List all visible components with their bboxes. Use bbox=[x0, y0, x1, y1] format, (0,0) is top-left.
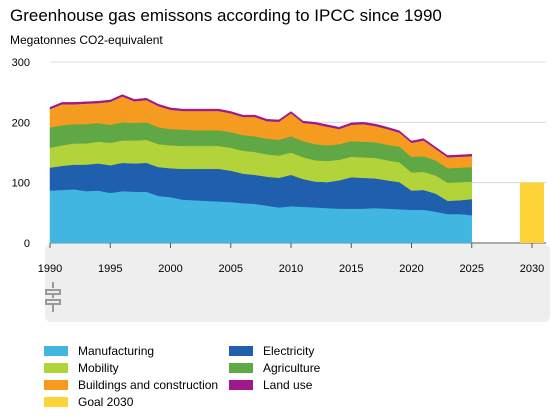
legend-item: Electricity bbox=[229, 344, 314, 358]
x-tick-label: 2025 bbox=[460, 263, 484, 275]
chart-footer-band bbox=[45, 244, 550, 322]
chart-title: Greenhouse gas emissons according to IPC… bbox=[10, 6, 442, 25]
x-tick-label: 2015 bbox=[339, 263, 363, 275]
x-tick-label: 1990 bbox=[38, 263, 62, 275]
y-tick-label: 200 bbox=[12, 117, 30, 129]
legend-label: Electricity bbox=[263, 344, 315, 358]
goal-2030-bar bbox=[520, 182, 544, 243]
legend-swatch bbox=[44, 346, 68, 356]
cbs-logo bbox=[45, 282, 61, 312]
y-tick-label: 0 bbox=[24, 238, 30, 250]
legend-label: Buildings and construction bbox=[78, 378, 219, 392]
y-tick-label: 100 bbox=[12, 178, 30, 190]
x-tick-label: 1995 bbox=[98, 263, 122, 275]
legend-swatch bbox=[44, 380, 68, 390]
legend-swatch bbox=[229, 346, 253, 356]
legend-swatch bbox=[229, 380, 253, 390]
legend-item: Manufacturing bbox=[44, 344, 154, 358]
legend-label: Goal 2030 bbox=[78, 395, 134, 409]
area-land-use bbox=[49, 94, 473, 158]
legend-label: Mobility bbox=[78, 361, 119, 375]
legend-label: Agriculture bbox=[263, 361, 321, 375]
legend-item: Agriculture bbox=[229, 361, 320, 375]
legend-swatch bbox=[44, 363, 68, 373]
stacked-area-chart: 0 100 200 300 1990 1995 2000 2005 2010 2015 2020 20… bbox=[12, 57, 550, 322]
x-tick-label: 2005 bbox=[219, 263, 243, 275]
legend-item: Goal 2030 bbox=[44, 395, 133, 409]
x-tick-label: 2010 bbox=[279, 263, 303, 275]
legend-label: Land use bbox=[263, 378, 313, 392]
chart-subtitle: Megatonnes CO2-equivalent bbox=[10, 33, 163, 47]
legend-item: Buildings and construction bbox=[44, 378, 218, 392]
legend-item: Land use bbox=[229, 378, 312, 392]
x-tick-label: 2030 bbox=[520, 263, 544, 275]
x-tick-label: 2020 bbox=[399, 263, 423, 275]
legend-label: Manufacturing bbox=[78, 344, 155, 358]
legend-swatch bbox=[229, 363, 253, 373]
y-tick-label: 300 bbox=[12, 57, 30, 69]
legend-item: Mobility bbox=[44, 361, 119, 375]
legend-swatch bbox=[44, 397, 68, 407]
x-tick-label: 2000 bbox=[158, 263, 182, 275]
